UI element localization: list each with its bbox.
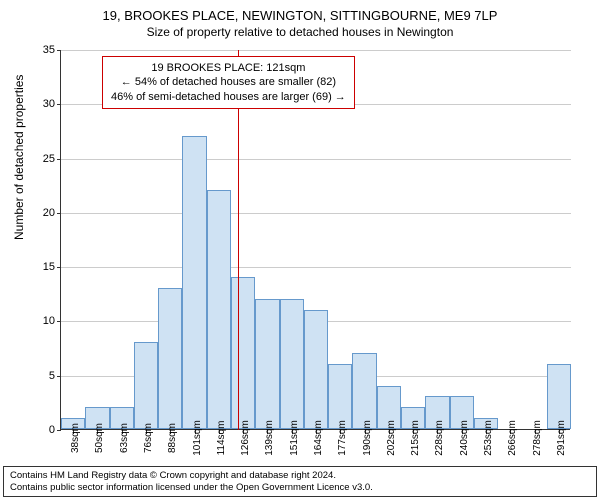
xtick-label: 50sqm [94, 423, 105, 453]
xtick-label: 126sqm [240, 420, 251, 456]
xtick-label: 101sqm [192, 420, 203, 456]
chart-subtitle: Size of property relative to detached ho… [0, 23, 600, 39]
ytick-mark [57, 430, 61, 431]
grid-line [61, 213, 571, 214]
footer-attribution: Contains HM Land Registry data © Crown c… [3, 466, 597, 497]
xtick-label: 63sqm [119, 423, 130, 453]
info-line-3: 46% of semi-detached houses are larger (… [111, 90, 346, 104]
xtick-label: 215sqm [410, 420, 421, 456]
ytick-mark [57, 321, 61, 322]
ytick-label: 5 [49, 370, 55, 382]
histogram-bar [134, 342, 158, 429]
ytick-mark [57, 50, 61, 51]
ytick-label: 25 [43, 153, 55, 165]
xtick-label: 202sqm [386, 420, 397, 456]
xtick-label: 76sqm [143, 423, 154, 453]
ytick-label: 30 [43, 98, 55, 110]
histogram-bar [158, 288, 182, 429]
grid-line [61, 50, 571, 51]
xtick-label: 114sqm [216, 421, 227, 456]
ytick-mark [57, 267, 61, 268]
ytick-mark [57, 213, 61, 214]
chart-title: 19, BROOKES PLACE, NEWINGTON, SITTINGBOU… [0, 0, 600, 23]
histogram-bar [182, 136, 206, 429]
footer-line-1: Contains HM Land Registry data © Crown c… [10, 470, 590, 481]
xtick-label: 164sqm [313, 420, 324, 456]
info-line-2: ← 54% of detached houses are smaller (82… [111, 75, 346, 89]
xtick-label: 278sqm [532, 420, 543, 456]
ytick-mark [57, 376, 61, 377]
histogram-bar [207, 190, 231, 429]
ytick-mark [57, 159, 61, 160]
histogram-bar [352, 353, 376, 429]
xtick-label: 228sqm [434, 420, 445, 456]
xtick-label: 88sqm [167, 423, 178, 453]
chart-container: 19, BROOKES PLACE, NEWINGTON, SITTINGBOU… [0, 0, 600, 500]
xtick-label: 177sqm [337, 420, 348, 456]
xtick-label: 266sqm [507, 420, 518, 456]
chart-area: 0510152025303538sqm50sqm63sqm76sqm88sqm1… [60, 50, 570, 430]
xtick-label: 291sqm [556, 420, 567, 456]
ytick-mark [57, 104, 61, 105]
ytick-label: 0 [49, 424, 55, 436]
xtick-label: 151sqm [289, 420, 300, 456]
histogram-bar [231, 277, 255, 429]
xtick-label: 38sqm [70, 423, 81, 453]
xtick-label: 240sqm [459, 420, 470, 456]
ytick-label: 10 [43, 315, 55, 327]
info-line-1: 19 BROOKES PLACE: 121sqm [111, 61, 346, 75]
grid-line [61, 267, 571, 268]
histogram-bar [304, 310, 328, 429]
grid-line [61, 159, 571, 160]
xtick-label: 253sqm [483, 420, 494, 456]
ytick-label: 15 [43, 261, 55, 273]
xtick-label: 139sqm [264, 420, 275, 456]
footer-line-2: Contains public sector information licen… [10, 482, 590, 493]
ytick-label: 35 [43, 44, 55, 56]
histogram-bar [280, 299, 304, 429]
ytick-label: 20 [43, 207, 55, 219]
y-axis-label: Number of detached properties [12, 75, 26, 240]
xtick-label: 190sqm [362, 420, 373, 456]
histogram-bar [255, 299, 279, 429]
reference-info-box: 19 BROOKES PLACE: 121sqm ← 54% of detach… [102, 56, 355, 109]
